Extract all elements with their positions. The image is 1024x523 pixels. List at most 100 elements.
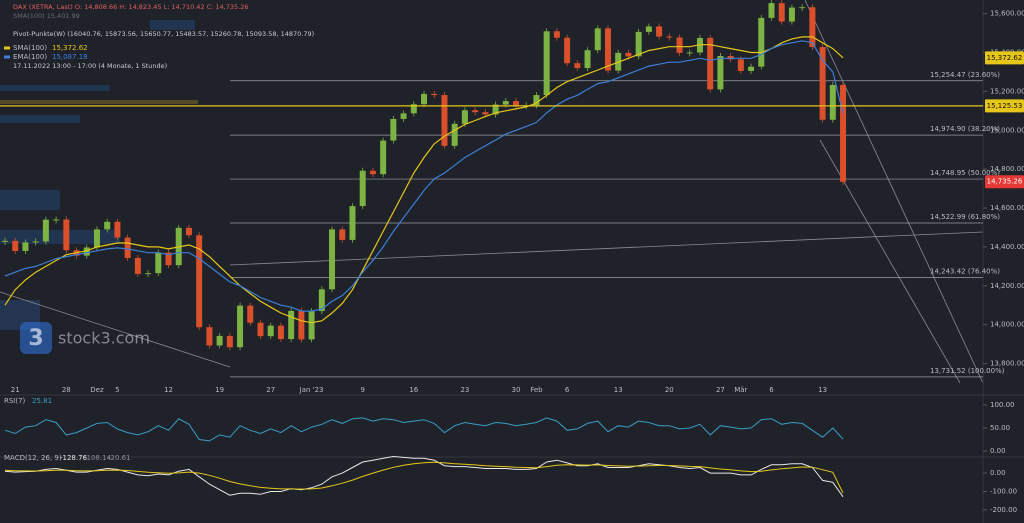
candle <box>625 52 632 57</box>
candle <box>564 37 571 64</box>
candle <box>308 311 315 340</box>
candle <box>410 104 417 114</box>
candle <box>461 110 468 124</box>
y-tick-label: -100.00 <box>990 488 1017 496</box>
y-tick-label: 15,200.00 <box>990 87 1024 95</box>
candle <box>584 50 591 69</box>
candle <box>748 66 755 71</box>
panel-label: MACD(12, 26, 9) <box>4 454 62 462</box>
candle <box>134 257 141 274</box>
candle <box>778 3 785 22</box>
candle <box>206 327 213 346</box>
candle <box>400 113 407 119</box>
candle <box>83 247 90 256</box>
candle <box>298 310 305 340</box>
candle <box>686 52 693 54</box>
candle <box>819 47 826 120</box>
watermark: stock3.com <box>58 329 150 348</box>
candle <box>124 237 131 258</box>
candle <box>145 273 152 275</box>
legend-value: 15,372.62 <box>52 44 88 52</box>
candle <box>237 305 244 348</box>
annotation: 17.11.2022 13:00 - 17:00 (4 Monate, 1 St… <box>13 62 167 70</box>
price-tag-label: 15,125.53 <box>987 102 1023 110</box>
annotation: SMA(100) 15,401.99 <box>13 12 80 20</box>
fib-label: 14,974.90 (38.20%) <box>930 125 1000 133</box>
candle <box>288 310 295 340</box>
indicator-line <box>4 417 844 442</box>
candle <box>155 252 162 274</box>
candle <box>543 31 550 96</box>
fib-label: 15,254.47 (23.60%) <box>930 71 1000 79</box>
candle <box>104 221 111 230</box>
candle <box>758 17 765 67</box>
candle <box>247 305 254 323</box>
candle <box>339 229 346 240</box>
x-tick-label: 27 <box>266 386 275 394</box>
candle <box>318 289 325 312</box>
y-tick-label: 14,600.00 <box>990 204 1024 212</box>
y-tick-label: 100.00 <box>990 401 1015 409</box>
candle <box>840 84 847 182</box>
x-tick-label: 20 <box>665 386 674 394</box>
candle <box>185 227 192 236</box>
candle <box>441 95 448 146</box>
candle <box>63 219 70 251</box>
panel-value: -108.14 <box>84 454 112 462</box>
candle <box>226 335 233 348</box>
price-tag <box>985 175 1024 189</box>
y-tick-label: 15,600.00 <box>990 10 1024 18</box>
candle <box>799 7 806 9</box>
y-tick-label: 14,200.00 <box>990 282 1024 290</box>
candle <box>369 170 376 175</box>
price-tag-label: 15,372.62 <box>987 54 1023 62</box>
x-tick-label: 19 <box>215 386 224 394</box>
panel-value: -128.76 <box>60 454 88 462</box>
fib-label: 14,522.99 (61.80%) <box>930 213 1000 221</box>
candle <box>329 229 336 290</box>
candle <box>42 219 49 242</box>
y-tick-label: 14,000.00 <box>990 321 1024 329</box>
x-tick-label: 13 <box>818 386 827 394</box>
candle <box>533 95 540 106</box>
candle <box>114 221 121 238</box>
logo: 3 <box>28 326 43 351</box>
candle <box>656 26 663 37</box>
candle <box>553 31 560 38</box>
legend-swatch <box>4 55 10 59</box>
fib-label: 14,748.95 (50.00%) <box>930 169 1000 177</box>
candle <box>451 123 458 146</box>
candle <box>574 63 581 69</box>
candle <box>492 104 499 115</box>
candle <box>2 240 8 242</box>
indicator-line <box>4 455 844 498</box>
x-tick-label: 28 <box>62 386 71 394</box>
candle <box>594 28 601 51</box>
candle <box>12 240 19 251</box>
candle <box>22 242 29 251</box>
candle <box>604 28 611 71</box>
x-tick-label: 12 <box>164 386 173 394</box>
y-tick-label: 13,800.00 <box>990 360 1024 368</box>
candle <box>645 26 652 32</box>
x-tick-label: Dez <box>90 386 104 394</box>
x-tick-label: 13 <box>614 386 623 394</box>
y-tick-label: 0.00 <box>990 447 1006 455</box>
panel-value: -20.61 <box>108 454 131 462</box>
price-tag <box>985 99 1024 113</box>
price-tag-label: 14,735.26 <box>987 178 1023 186</box>
annotation: DAX (XETRA, Last) O: 14,808.66 H: 14,823… <box>13 3 249 11</box>
x-tick-label: 6 <box>769 386 774 394</box>
indicator-line <box>4 40 844 312</box>
candle <box>513 101 519 106</box>
candle <box>53 219 60 221</box>
indicator-line <box>4 461 844 494</box>
x-tick-label: 21 <box>11 386 20 394</box>
x-tick-label: Mär <box>734 386 747 394</box>
candle <box>472 110 479 113</box>
candle <box>809 7 816 48</box>
candle <box>349 206 356 240</box>
panel-label: RSI(7) <box>4 397 26 405</box>
